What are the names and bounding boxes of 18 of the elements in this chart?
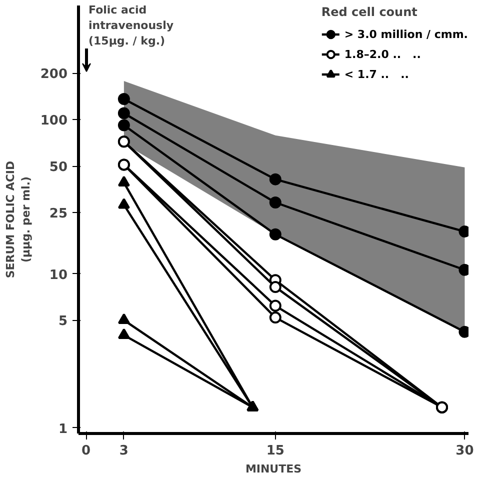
legend-title: Red cell count (321, 5, 418, 19)
y-tick-label: 100 (40, 114, 68, 129)
y-tick-label: 25 (49, 206, 68, 222)
y-tick-label: 1 (58, 422, 68, 437)
y-axis-title: SERUM FOLIC ACID (µµg. per ml.) (4, 160, 32, 278)
x-tick-label: 30 (456, 444, 474, 458)
x-tick-label: 15 (266, 444, 284, 458)
y-tick-label: 200 (40, 67, 68, 82)
annotation: Folic acid intravenously (15µg. / kg.) (88, 4, 174, 48)
y-tick-label: 50 (49, 160, 68, 176)
x-tick-label: 0 (82, 444, 91, 458)
legend-label: < 1.7 .. .. (344, 68, 409, 80)
legend-label: > 3.0 million / cmm. (344, 28, 468, 40)
legend-label: 1.8–2.0 .. .. (344, 48, 421, 60)
x-axis-title: MINUTES (245, 462, 302, 476)
y-tick-label: 10 (49, 268, 68, 283)
x-tick-label: 3 (119, 444, 128, 458)
y-tick-label: 5 (58, 314, 68, 330)
